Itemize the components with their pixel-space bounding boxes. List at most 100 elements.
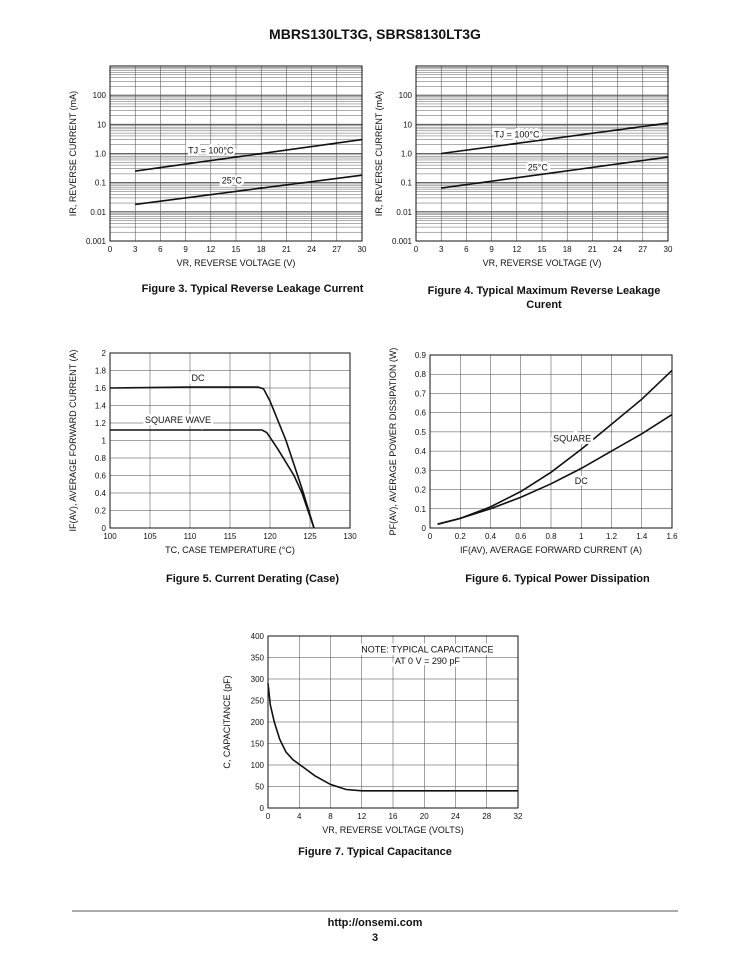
y-tick-label: 0.8 [95, 454, 107, 463]
y-tick-label: 0.1 [401, 179, 413, 188]
x-tick-label: 0.4 [485, 532, 497, 541]
x-tick-label: 115 [224, 532, 237, 541]
series-label: 25°C [528, 163, 549, 173]
x-tick-label: 24 [451, 812, 460, 821]
figure-4-caption: Figure 4. Typical Maximum Reverse Leakag… [427, 285, 661, 311]
y-tick-label: 0.01 [90, 208, 106, 217]
series-label: TJ = 100°C [494, 129, 540, 139]
x-tick-label: 21 [282, 245, 291, 254]
figure-6-caption: Figure 6. Typical Power Dissipation [465, 573, 650, 585]
y-tick-label: 1.2 [95, 419, 107, 428]
y-tick-label: 400 [251, 632, 265, 641]
y-tick-label: 100 [251, 761, 265, 770]
y-tick-label: 0.1 [415, 505, 427, 514]
x-tick-label: 3 [439, 245, 444, 254]
figure-3-caption: Figure 3. Typical Reverse Leakage Curren… [141, 283, 364, 295]
y-tick-label: 100 [93, 91, 107, 100]
x-tick-label: 0 [108, 245, 113, 254]
y-tick-label: 10 [403, 120, 412, 129]
series-line-0 [267, 683, 518, 792]
y-tick-label: 0.6 [95, 472, 107, 481]
y-tick-label: 1.4 [95, 402, 107, 411]
series-line-1 [437, 413, 673, 525]
x-tick-label: 12 [206, 245, 215, 254]
y-axis-label: C, CAPACITANCE (pF) [222, 675, 232, 768]
capacitance-note-value: AT 0 V = 290 pF [395, 656, 460, 666]
y-tick-label: 200 [251, 718, 265, 727]
y-tick-label: 0.2 [415, 486, 427, 495]
x-tick-label: 1.6 [666, 532, 678, 541]
x-axis-label: IF(AV), AVERAGE FORWARD CURRENT (A) [460, 545, 642, 555]
fig7-chart: 0 4 8 12 16 20 24 28 32 0 50 100 150 200 250 300 350 400 V… [222, 632, 523, 835]
y-tick-label: 1.6 [95, 384, 107, 393]
y-axis-label: IF(AV), AVERAGE FORWARD CURRENT (A) [68, 349, 78, 531]
y-tick-label: 0.001 [86, 237, 107, 246]
x-tick-label: 18 [257, 245, 266, 254]
figure-7-caption: Figure 7. Typical Capacitance [298, 846, 452, 858]
series-line-1 [135, 174, 363, 206]
footer-url: http://onsemi.com [327, 917, 423, 929]
y-tick-label: 0.7 [415, 389, 427, 398]
y-tick-label: 0 [260, 804, 265, 813]
page-title: MBRS130LT3G, SBRS8130LT3G [269, 26, 481, 42]
x-tick-label: 24 [307, 245, 316, 254]
footer-divider [72, 910, 678, 912]
y-tick-label: 300 [251, 675, 265, 684]
y-tick-label: 0.9 [415, 351, 427, 360]
x-tick-label: 0 [414, 245, 419, 254]
y-tick-label: 0.01 [396, 208, 412, 217]
x-tick-label: 32 [514, 812, 523, 821]
x-tick-label: 125 [303, 532, 317, 541]
plot-frame [429, 354, 673, 529]
x-tick-label: 4 [297, 812, 302, 821]
x-tick-label: 0 [428, 532, 433, 541]
y-tick-label: 10 [97, 120, 106, 129]
x-tick-label: 28 [482, 812, 491, 821]
fig4-chart: 0 3 6 9 12 15 18 21 24 27 30 0.001 0.01 0.1 1.0 10 100 VR… [374, 65, 673, 268]
x-tick-label: 6 [158, 245, 163, 254]
y-axis-label: IR, REVERSE CURRENT (mA) [68, 91, 78, 216]
fig3-chart: 0 3 6 9 12 15 18 21 24 27 30 0.001 0.01 0.1 1.0 10 100 VR… [68, 65, 367, 268]
x-tick-label: 0.6 [515, 532, 527, 541]
plot-frame [109, 65, 363, 242]
y-tick-label: 100 [399, 91, 413, 100]
x-tick-label: 30 [358, 245, 367, 254]
y-tick-label: 0.001 [392, 237, 413, 246]
x-tick-label: 24 [613, 245, 622, 254]
x-tick-label: 20 [420, 812, 429, 821]
y-tick-label: 0.8 [415, 370, 427, 379]
series-line-0 [441, 122, 669, 155]
x-tick-label: 12 [357, 812, 366, 821]
x-axis-label: TC, CASE TEMPERATURE (°C) [165, 545, 295, 555]
y-tick-label: 1 [102, 437, 107, 446]
series-label: 25°C [222, 175, 243, 185]
x-axis-label: VR, REVERSE VOLTAGE (VOLTS) [322, 825, 464, 835]
y-tick-label: 0.4 [415, 447, 427, 456]
x-tick-label: 9 [183, 245, 188, 254]
series-label: SQUARE [553, 434, 591, 444]
series-label: DC [575, 476, 588, 486]
y-axis-label: PF(AV), AVERAGE POWER DISSIPATION (W) [388, 348, 398, 536]
y-tick-label: 0.5 [415, 428, 427, 437]
y-tick-label: 1.8 [95, 367, 107, 376]
y-axis-label: IR, REVERSE CURRENT (mA) [374, 91, 384, 216]
y-tick-label: 2 [102, 349, 107, 358]
y-tick-label: 1.0 [401, 150, 413, 159]
x-axis-label: VR, REVERSE VOLTAGE (V) [483, 258, 602, 268]
x-tick-label: 18 [563, 245, 572, 254]
x-tick-label: 12 [512, 245, 521, 254]
x-tick-label: 16 [389, 812, 398, 821]
fig6-chart: 0 0.2 0.4 0.6 0.8 1 1.2 1.4 1.6 0 0.1 0.2 0.3 0.4 0.5 0… [388, 348, 678, 555]
fig5-chart: 100 105 110 115 120 125 130 0 0.2 0.4 0.6 0.8 1 1.2 1.… [68, 349, 357, 555]
series-label: DC [192, 373, 205, 383]
y-tick-label: 0.2 [95, 507, 107, 516]
series-label: SQUARE WAVE [145, 415, 211, 425]
x-tick-label: 15 [232, 245, 241, 254]
y-tick-label: 350 [251, 654, 265, 663]
x-tick-label: 9 [489, 245, 494, 254]
y-tick-label: 0 [422, 524, 427, 533]
plot-frame [109, 352, 351, 529]
x-tick-label: 130 [343, 532, 357, 541]
x-tick-label: 3 [133, 245, 138, 254]
